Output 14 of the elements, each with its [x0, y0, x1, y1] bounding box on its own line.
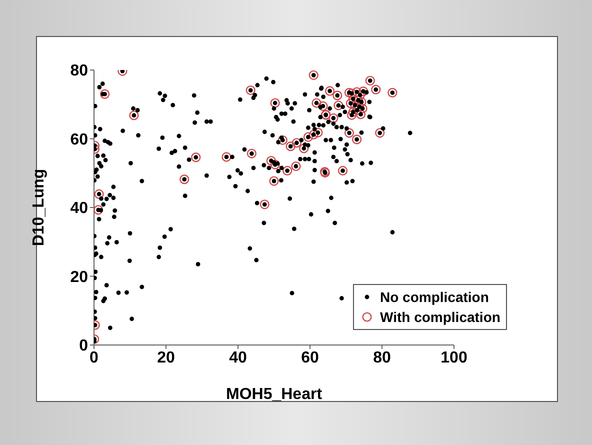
legend-label: With complication — [380, 309, 500, 325]
y-tick-label: 60 — [70, 131, 88, 148]
legend-label: No complication — [380, 289, 489, 305]
x-tick-label: 80 — [373, 349, 391, 366]
y-axis-title: D10_Lung — [30, 168, 48, 246]
x-tick-label: 40 — [229, 349, 247, 366]
y-tick-label: 40 — [70, 200, 88, 218]
y-tick-label: 80 — [70, 62, 88, 80]
y-tick-label: 20 — [70, 268, 88, 286]
x-tick-label: 100 — [440, 349, 468, 366]
y-tick-label: 0 — [79, 338, 88, 355]
x-tick-label: 60 — [301, 349, 319, 366]
x-tick-label: 20 — [157, 349, 175, 366]
x-axis-title: MOH5_Heart — [226, 386, 323, 403]
